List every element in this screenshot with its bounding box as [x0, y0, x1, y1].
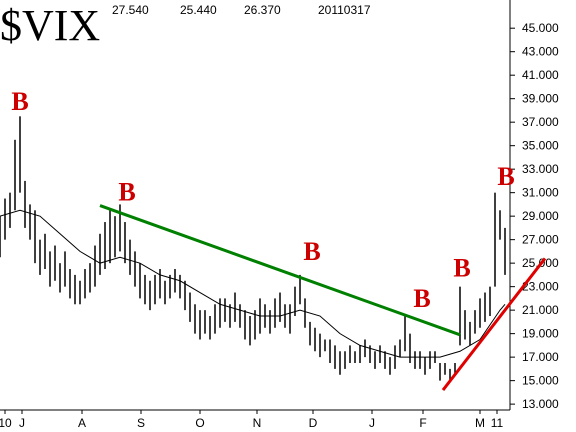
x-tick-label: F: [419, 416, 426, 430]
y-tick-label: 31.000: [522, 186, 559, 200]
annotation: B: [303, 237, 320, 266]
annotation: B: [118, 177, 135, 206]
annotation: B: [413, 284, 430, 313]
x-tick-label: A: [78, 416, 86, 430]
y-tick-label: 23.000: [522, 280, 559, 294]
y-tick-label: 21.000: [522, 303, 559, 317]
y-tick-label: 43.000: [522, 45, 559, 59]
x-tick-label: N: [253, 416, 262, 430]
chart-title: $VIX: [0, 1, 100, 50]
y-tick-label: 19.000: [522, 327, 559, 341]
y-tick-label: 15.000: [522, 374, 559, 388]
y-tick-label: 27.000: [522, 233, 559, 247]
moving-average: [0, 209, 506, 358]
y-tick-label: 35.000: [522, 139, 559, 153]
y-tick-label: 29.000: [522, 209, 559, 223]
x-tick-label: S: [137, 416, 145, 430]
header-value: 25.440: [180, 3, 217, 17]
x-tick-label: O: [195, 416, 204, 430]
annotation: B: [11, 87, 28, 116]
trend-line: [441, 257, 547, 391]
x-tick-label: D: [309, 416, 318, 430]
x-tick-label: M: [475, 416, 485, 430]
y-tick-label: 37.000: [522, 115, 559, 129]
annotation: B: [453, 254, 470, 283]
x-tick-label: J: [369, 416, 375, 430]
y-tick-label: 13.000: [522, 397, 559, 411]
y-tick-label: 33.000: [522, 162, 559, 176]
header-value: 20110317: [318, 3, 371, 17]
y-tick-label: 41.000: [522, 68, 559, 82]
trend-line: [99, 204, 461, 337]
x-tick-label: J: [19, 416, 25, 430]
y-tick-label: 45.000: [522, 21, 559, 35]
y-tick-label: 39.000: [522, 92, 559, 106]
x-tick-label: 11: [491, 416, 504, 430]
header-value: 26.370: [244, 3, 281, 17]
annotation: B: [497, 162, 514, 191]
header-value: 27.540: [112, 3, 149, 17]
y-tick-label: 17.000: [522, 350, 559, 364]
x-tick-label: 10: [0, 416, 12, 430]
